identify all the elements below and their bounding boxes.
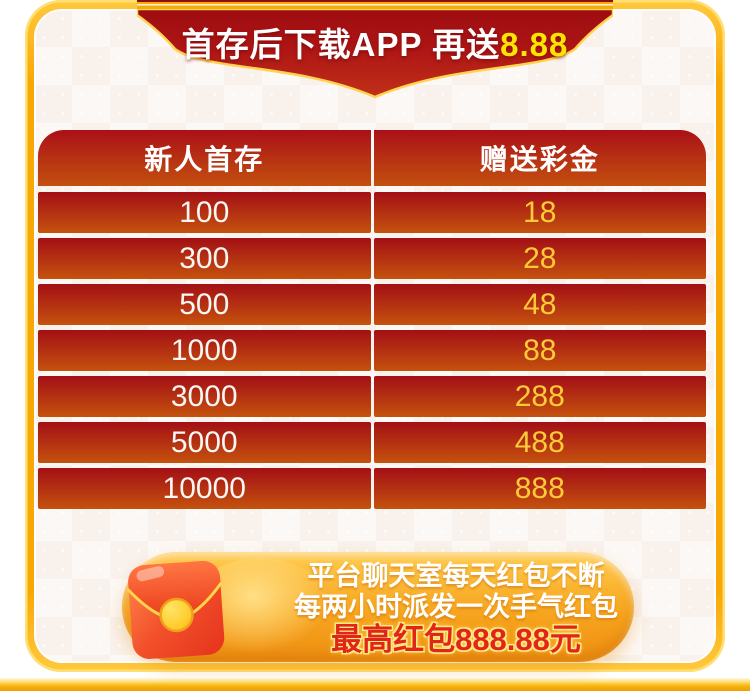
banner-ribbon: 首存后下载APP 再送8.88 — [137, 9, 613, 101]
next-section-border — [0, 678, 750, 691]
banner-title: 首存后下载APP 再送8.88 — [137, 18, 613, 66]
bonus-cell: 88 — [373, 330, 706, 371]
bonus-cell: 18 — [373, 192, 706, 233]
deposit-table-body: 100 18 300 28 500 48 1000 88 3000 288 50… — [38, 192, 706, 509]
ribbon-top-edge — [137, 0, 613, 9]
red-envelope-glyph — [127, 561, 225, 659]
promo-line-1: 平台聊天室每天红包不断 — [307, 561, 605, 591]
deposit-cell: 500 — [38, 284, 371, 325]
ribbon-shape-icon — [137, 9, 613, 99]
deposit-bonus-table: 新人首存 赠送彩金 100 18 300 28 500 48 1000 88 3… — [38, 130, 706, 509]
bonus-cell: 488 — [373, 422, 706, 463]
table-row: 100 18 — [38, 192, 706, 233]
table-header-row: 新人首存 赠送彩金 — [38, 130, 706, 186]
deposit-cell: 100 — [38, 192, 371, 233]
promo-text-block: 平台聊天室每天红包不断 每两小时派发一次手气红包 最高红包888.88元 — [290, 561, 622, 656]
banner-title-text: 首存后下载APP 再送 — [181, 26, 501, 63]
deposit-cell: 5000 — [38, 422, 371, 463]
banner-title-highlight: 8.88 — [500, 26, 569, 63]
table-row: 1000 88 — [38, 330, 706, 371]
deposit-cell: 300 — [38, 238, 371, 279]
promo-max-amount: 最高红包888.88元 — [331, 622, 581, 657]
table-row: 10000 888 — [38, 468, 706, 509]
header-bonus: 赠送彩金 — [373, 130, 706, 186]
deposit-cell: 3000 — [38, 376, 371, 417]
deposit-cell: 1000 — [38, 330, 371, 371]
table-row: 300 28 — [38, 238, 706, 279]
table-row: 5000 488 — [38, 422, 706, 463]
deposit-cell: 10000 — [38, 468, 371, 509]
table-row: 3000 288 — [38, 376, 706, 417]
red-envelope-icon — [124, 552, 227, 662]
table-row: 500 48 — [38, 284, 706, 325]
header-deposit: 新人首存 — [38, 130, 371, 186]
promo-line-2: 每两小时派发一次手气红包 — [294, 592, 618, 622]
bonus-cell: 888 — [373, 468, 706, 509]
bonus-cell: 288 — [373, 376, 706, 417]
bonus-cell: 28 — [373, 238, 706, 279]
bonus-cell: 48 — [373, 284, 706, 325]
